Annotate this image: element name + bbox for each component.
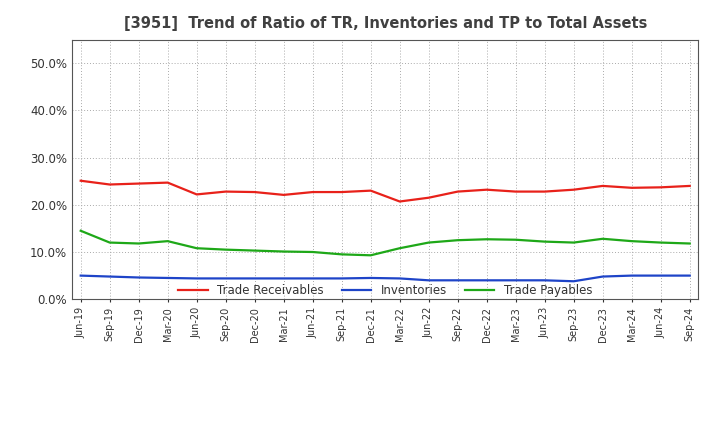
Trade Receivables <box>657 185 665 190</box>
Inventories <box>76 273 85 278</box>
Trade Payables <box>627 238 636 244</box>
Trade Receivables <box>366 188 375 193</box>
Trade Receivables <box>395 199 404 204</box>
Trade Payables <box>279 249 288 254</box>
Trade Payables <box>221 247 230 252</box>
Trade Receivables <box>424 195 433 200</box>
Trade Receivables <box>105 182 114 187</box>
Trade Receivables <box>221 189 230 194</box>
Inventories <box>251 276 259 281</box>
Inventories <box>192 276 201 281</box>
Trade Payables <box>541 239 549 244</box>
Inventories <box>135 275 143 280</box>
Line: Inventories: Inventories <box>81 275 690 281</box>
Inventories <box>279 276 288 281</box>
Trade Receivables <box>570 187 578 192</box>
Trade Payables <box>135 241 143 246</box>
Inventories <box>598 274 607 279</box>
Trade Payables <box>251 248 259 253</box>
Trade Receivables <box>76 178 85 183</box>
Inventories <box>338 276 346 281</box>
Trade Payables <box>163 238 172 244</box>
Trade Payables <box>424 240 433 245</box>
Trade Payables <box>685 241 694 246</box>
Inventories <box>570 279 578 284</box>
Line: Trade Receivables: Trade Receivables <box>81 181 690 202</box>
Title: [3951]  Trend of Ratio of TR, Inventories and TP to Total Assets: [3951] Trend of Ratio of TR, Inventories… <box>124 16 647 32</box>
Trade Payables <box>76 228 85 233</box>
Inventories <box>366 275 375 281</box>
Trade Receivables <box>163 180 172 185</box>
Trade Receivables <box>685 183 694 189</box>
Trade Receivables <box>541 189 549 194</box>
Inventories <box>105 274 114 279</box>
Trade Receivables <box>135 181 143 186</box>
Trade Payables <box>598 236 607 242</box>
Trade Payables <box>395 246 404 251</box>
Inventories <box>454 278 462 283</box>
Inventories <box>627 273 636 278</box>
Inventories <box>308 276 317 281</box>
Inventories <box>424 278 433 283</box>
Line: Trade Payables: Trade Payables <box>81 231 690 255</box>
Trade Payables <box>570 240 578 245</box>
Trade Receivables <box>598 183 607 189</box>
Trade Payables <box>338 252 346 257</box>
Inventories <box>163 275 172 281</box>
Trade Receivables <box>279 192 288 198</box>
Trade Receivables <box>192 192 201 197</box>
Trade Receivables <box>627 185 636 191</box>
Trade Receivables <box>251 189 259 194</box>
Trade Payables <box>192 246 201 251</box>
Inventories <box>657 273 665 278</box>
Trade Payables <box>454 238 462 243</box>
Trade Payables <box>105 240 114 245</box>
Inventories <box>541 278 549 283</box>
Trade Receivables <box>338 189 346 194</box>
Legend: Trade Receivables, Inventories, Trade Payables: Trade Receivables, Inventories, Trade Pa… <box>174 279 597 302</box>
Trade Receivables <box>511 189 520 194</box>
Inventories <box>395 276 404 281</box>
Trade Receivables <box>482 187 491 192</box>
Inventories <box>221 276 230 281</box>
Trade Payables <box>482 237 491 242</box>
Inventories <box>685 273 694 278</box>
Trade Receivables <box>308 189 317 194</box>
Inventories <box>511 278 520 283</box>
Trade Payables <box>511 237 520 242</box>
Trade Receivables <box>454 189 462 194</box>
Inventories <box>482 278 491 283</box>
Trade Payables <box>657 240 665 245</box>
Trade Payables <box>366 253 375 258</box>
Trade Payables <box>308 249 317 255</box>
